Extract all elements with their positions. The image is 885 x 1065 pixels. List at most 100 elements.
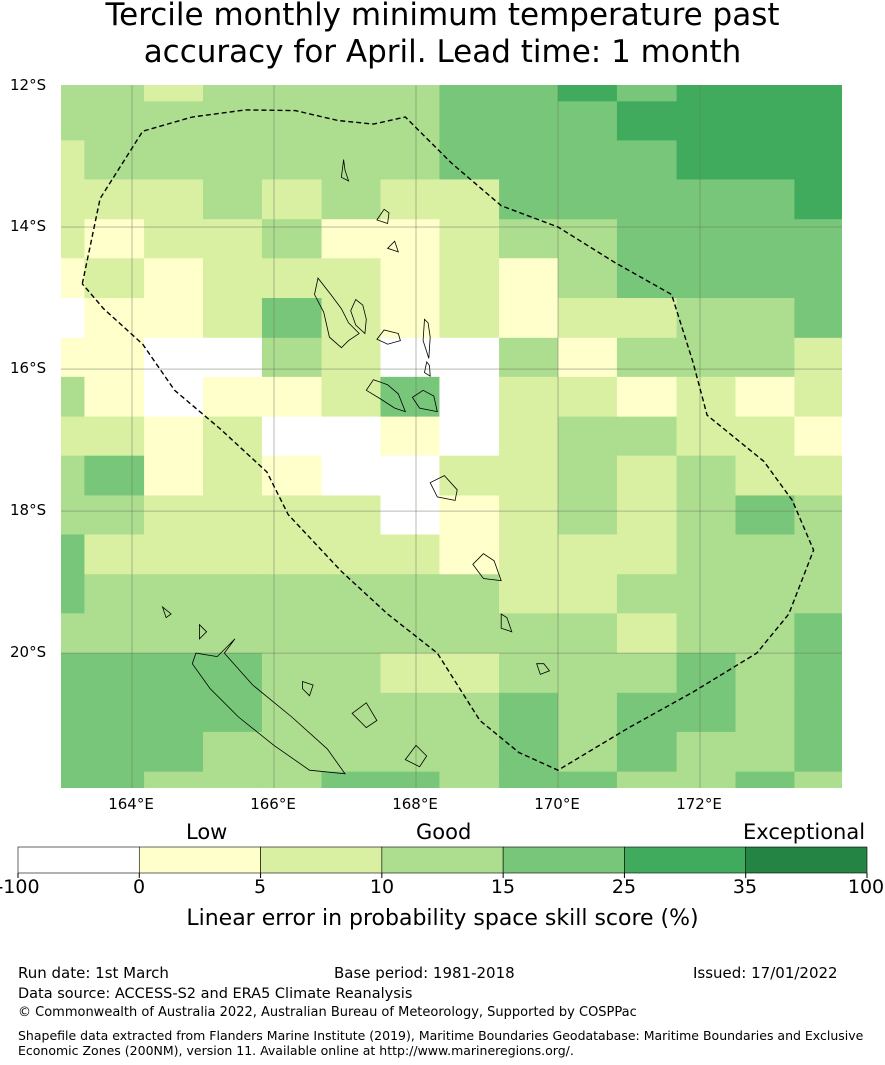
- skill-cell: [558, 219, 618, 259]
- skill-cell: [321, 534, 382, 575]
- lon-label-168e: 168°E: [392, 795, 438, 813]
- skill-cell: [499, 337, 559, 378]
- skill-cell: [84, 495, 145, 536]
- skill-cell: [794, 731, 842, 773]
- skill-cell: [499, 85, 559, 102]
- skill-cell: [144, 574, 204, 614]
- skill-cell: [499, 534, 559, 575]
- skill-cell: [616, 574, 678, 614]
- skill-cell: [499, 101, 559, 141]
- skill-cell: [203, 85, 263, 102]
- skill-cell: [321, 258, 382, 299]
- skill-cell: [144, 101, 204, 141]
- skill-cell: [499, 653, 559, 694]
- skill-cell: [203, 653, 263, 694]
- skill-cell: [61, 495, 86, 536]
- skill-cell: [439, 298, 500, 339]
- island-outline: [500, 613, 513, 633]
- skill-cell: [203, 455, 263, 497]
- skill-cell: [735, 455, 796, 497]
- skill-cell: [676, 455, 737, 497]
- skill-cell: [261, 258, 323, 299]
- skill-cell: [499, 219, 559, 259]
- skill-cell: [84, 692, 145, 733]
- skill-cell: [203, 613, 263, 654]
- colorbar-category-exceptional: Exceptional: [743, 820, 866, 844]
- skill-cell: [144, 337, 204, 378]
- skill-cell: [794, 337, 842, 378]
- skill-cell: [499, 179, 559, 220]
- skill-cell: [794, 692, 842, 733]
- skill-cell: [261, 179, 323, 220]
- skill-cell: [61, 574, 86, 614]
- skill-cell: [616, 534, 678, 575]
- skill-cell: [84, 140, 145, 181]
- skill-cell: [203, 692, 263, 733]
- skill-cell: [794, 416, 842, 457]
- island-outline: [376, 329, 401, 345]
- skill-cell: [84, 85, 145, 102]
- skill-cell: [676, 101, 737, 141]
- colorbar-segment: [138, 846, 261, 874]
- skill-cell: [676, 140, 737, 181]
- skill-cell: [558, 258, 618, 299]
- lat-label-20s: 20°S: [10, 643, 47, 661]
- skill-cell: [676, 179, 737, 220]
- colorbar-category-low: Low: [186, 820, 228, 844]
- skill-cell: [321, 179, 382, 220]
- skill-cell: [439, 495, 500, 536]
- skill-cell: [380, 574, 441, 614]
- skill-cell: [558, 85, 618, 102]
- skill-cell: [558, 534, 618, 575]
- skill-cell: [261, 376, 323, 418]
- base-period: Base period: 1981-2018: [334, 964, 515, 982]
- skill-cell: [439, 85, 500, 102]
- skill-cell: [499, 574, 559, 614]
- skill-cell: [203, 534, 263, 575]
- colorbar-tick-25: 25: [611, 876, 637, 898]
- skill-cell: [84, 534, 145, 575]
- skill-cell: [794, 140, 842, 181]
- skill-cell: [794, 298, 842, 339]
- skill-cell: [794, 455, 842, 497]
- skill-cell: [380, 179, 441, 220]
- skill-cell: [794, 179, 842, 220]
- skill-cell: [558, 574, 618, 614]
- skill-cell: [439, 416, 500, 457]
- skill-cell: [616, 298, 678, 339]
- skill-cell: [735, 179, 796, 220]
- skill-cell: [676, 613, 737, 654]
- skill-cell: [439, 771, 500, 788]
- island-outline: [365, 379, 406, 413]
- lat-label-18s: 18°S: [10, 501, 47, 519]
- skill-cell: [84, 731, 145, 773]
- skill-cell: [439, 219, 500, 259]
- skill-cell: [144, 534, 204, 575]
- map-gridlines: [61, 85, 842, 788]
- skill-cell: [735, 258, 796, 299]
- skill-cell: [558, 376, 618, 418]
- island-outline: [429, 475, 458, 501]
- skill-cell: [144, 653, 204, 694]
- skill-cell: [558, 416, 618, 457]
- skill-cell: [144, 219, 204, 259]
- skill-cell: [84, 219, 145, 259]
- skill-cell: [616, 219, 678, 259]
- skill-cell: [735, 85, 796, 102]
- skill-cell: [61, 258, 86, 299]
- skill-cell: [261, 140, 323, 181]
- colorbar-segment: [260, 846, 383, 874]
- colorbar-segment: [745, 846, 868, 874]
- skill-cell: [794, 376, 842, 418]
- skill-cell: [321, 653, 382, 694]
- skill-cell: [558, 179, 618, 220]
- lat-label-14s: 14°S: [10, 217, 47, 235]
- skill-cell: [261, 455, 323, 497]
- island-outline: [161, 605, 172, 619]
- skill-cell: [558, 298, 618, 339]
- skill-cell: [380, 376, 441, 418]
- skill-cell: [676, 376, 737, 418]
- skill-cell: [61, 179, 86, 220]
- skill-cell: [616, 731, 678, 773]
- skill-cell: [84, 376, 145, 418]
